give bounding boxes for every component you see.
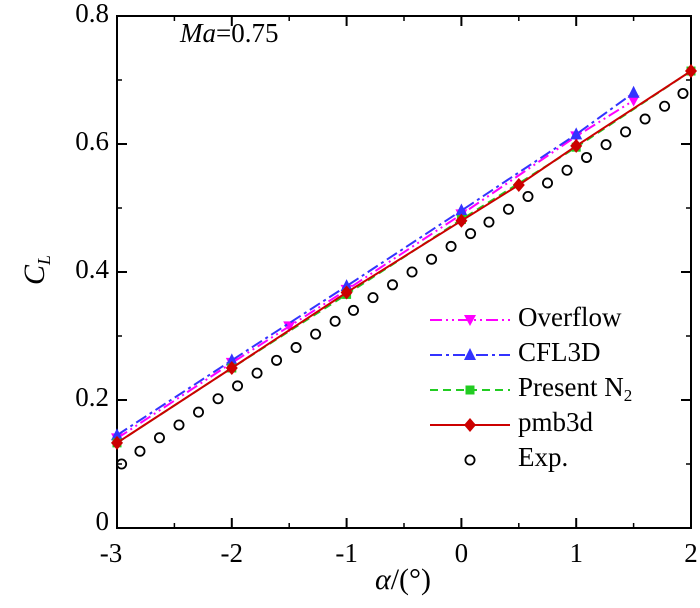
- y-tick-label: 0.2: [75, 382, 109, 412]
- legend-entry: Exp.: [464, 442, 568, 472]
- legend-swatch-marker: [464, 315, 476, 326]
- axes: -3 -2 -1 0 1 2 0 0.2 0.4 0.6 0.8: [75, 0, 698, 568]
- data-point: [271, 354, 283, 366]
- data-point: [455, 203, 468, 216]
- x-tick-label: -3: [100, 538, 123, 568]
- x-tick-label: -1: [335, 538, 358, 568]
- data-point: [627, 85, 640, 98]
- data-point: [620, 126, 632, 138]
- data-point: [502, 203, 514, 215]
- series-line: [116, 91, 635, 437]
- x-tick-label: 2: [684, 538, 698, 568]
- legend-label: pmb3d: [518, 407, 594, 437]
- series-exp: [116, 87, 689, 470]
- data-point: [570, 138, 583, 153]
- data-point: [455, 213, 468, 228]
- y-axis-title: CL: [18, 255, 54, 285]
- data-point: [570, 127, 583, 140]
- legend-entry: pmb3d: [430, 407, 594, 437]
- data-point: [659, 100, 671, 112]
- legend-swatch-marker: [465, 385, 475, 395]
- legend-entry: CFL3D: [430, 337, 601, 367]
- data-point: [445, 240, 457, 252]
- data-point: [677, 87, 689, 99]
- plot-series: [111, 64, 697, 470]
- data-point: [329, 315, 341, 327]
- annotation-value: =0.75: [216, 18, 278, 48]
- data-point: [225, 361, 238, 375]
- data-point: [116, 458, 128, 470]
- data-point: [225, 353, 238, 366]
- y-tick-label: 0.6: [75, 126, 109, 156]
- data-point: [251, 367, 263, 379]
- x-tick-label: 1: [569, 538, 583, 568]
- data-point: [426, 253, 438, 265]
- y-tick-label: 0.8: [75, 0, 109, 28]
- legend-swatch-marker: [464, 348, 476, 360]
- data-point: [465, 228, 477, 240]
- data-point: [542, 177, 554, 189]
- series-pmb3d: [111, 64, 697, 450]
- data-point: [387, 279, 399, 291]
- data-point: [685, 64, 697, 79]
- legend-swatch-marker: [464, 454, 476, 466]
- data-point: [153, 432, 165, 444]
- x-axis-title: α/(°): [375, 563, 431, 596]
- data-point: [367, 292, 379, 304]
- legend-label: CFL3D: [518, 337, 601, 367]
- x-axis-unit: /(°): [391, 563, 431, 596]
- data-point: [483, 216, 495, 228]
- data-point: [232, 380, 244, 392]
- data-point: [639, 113, 651, 125]
- y-axis-base: C: [18, 264, 51, 285]
- data-point: [406, 266, 418, 278]
- data-point: [522, 190, 534, 202]
- y-axis-subscript: L: [34, 255, 54, 266]
- data-point: [212, 393, 224, 405]
- legend-label: Present N2: [518, 372, 632, 405]
- data-point: [111, 435, 123, 450]
- plot-frame: [116, 15, 692, 529]
- data-point: [310, 328, 322, 340]
- legend-entry: Overflow: [430, 302, 622, 332]
- y-tick-label: 0.4: [75, 254, 109, 284]
- data-point: [111, 428, 123, 441]
- data-point: [193, 406, 205, 418]
- x-tick-label: 0: [455, 538, 469, 568]
- data-point: [340, 279, 353, 292]
- data-point: [290, 342, 302, 354]
- data-point: [134, 445, 146, 457]
- series-cfl3d: [111, 85, 640, 441]
- data-point: [561, 164, 573, 176]
- data-point: [627, 95, 640, 107]
- legend-label: Exp.: [518, 442, 568, 472]
- legend-label: Overflow: [518, 302, 622, 332]
- x-axis-symbol: α: [375, 563, 392, 596]
- data-point: [600, 139, 612, 151]
- data-point: [340, 285, 353, 300]
- y-tick-label: 0: [96, 506, 110, 536]
- annotation-name: Ma: [179, 18, 216, 48]
- legend-entry: Present N2: [430, 372, 632, 405]
- data-point: [347, 304, 359, 316]
- legend-swatch-marker: [464, 418, 476, 432]
- data-point: [512, 177, 525, 192]
- annotation: Ma=0.75: [179, 18, 278, 48]
- data-point: [173, 419, 185, 431]
- x-tick-label: -2: [221, 538, 244, 568]
- data-point: [581, 151, 593, 163]
